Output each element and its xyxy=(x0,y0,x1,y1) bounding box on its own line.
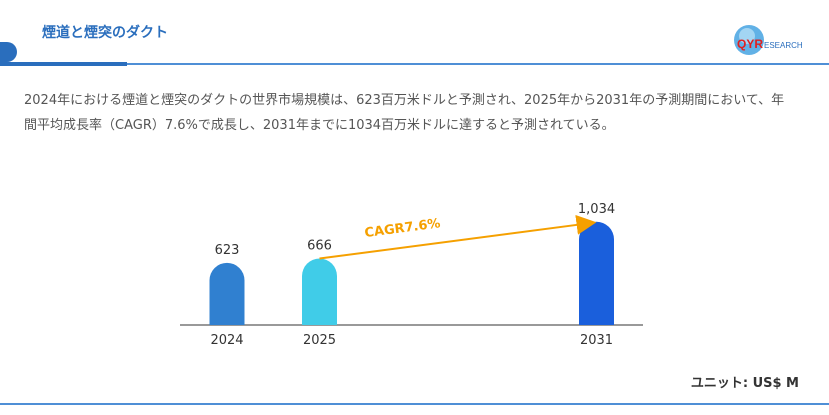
bar-2025 xyxy=(302,258,337,325)
value-label: 623 xyxy=(215,243,240,258)
cagr-label: CAGR7.6% xyxy=(364,216,442,241)
category-label: 2031 xyxy=(580,333,613,348)
value-label: 1,034 xyxy=(578,202,615,217)
cagr-arrow xyxy=(319,214,597,260)
header-divider xyxy=(127,63,829,65)
header-accent xyxy=(0,42,17,62)
bar-2024 xyxy=(209,262,245,325)
value-label: 666 xyxy=(307,239,332,254)
header-accent-bar xyxy=(0,62,127,66)
category-label: 2024 xyxy=(210,333,243,348)
footer-divider xyxy=(0,403,829,405)
bar-2031 xyxy=(579,221,614,325)
page-title: 煙道と煙突のダクト xyxy=(42,25,168,41)
market-description: 2024年における煙道と煙突のダクトの世界市場規模は、623百万米ドルと予測され… xyxy=(24,93,785,133)
qyresearch-logo: QYR ESEARCH xyxy=(734,25,803,55)
unit-label: ユニット: US$ M xyxy=(690,376,799,391)
svg-text:ESEARCH: ESEARCH xyxy=(764,41,803,50)
svg-text:QYR: QYR xyxy=(737,37,763,51)
category-label: 2025 xyxy=(303,333,336,348)
